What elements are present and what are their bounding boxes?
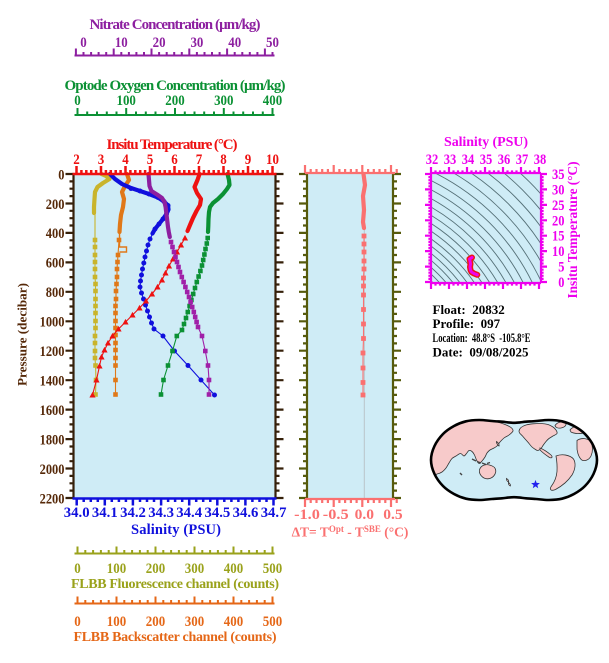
svg-text:0: 0 <box>74 614 81 630</box>
svg-text:5: 5 <box>147 152 154 168</box>
svg-text:2000: 2000 <box>40 462 65 478</box>
svg-text:-0.5: -0.5 <box>323 507 349 523</box>
svg-text:0: 0 <box>74 93 81 109</box>
svg-text:10: 10 <box>266 152 279 168</box>
svg-text:34.0: 34.0 <box>64 505 90 521</box>
svg-text:800: 800 <box>46 285 65 301</box>
svg-text:8: 8 <box>220 152 227 168</box>
svg-text:34.5: 34.5 <box>205 505 231 521</box>
svg-text:Float: 20832: Float: 20832 <box>433 302 505 317</box>
svg-text:Insitu Temperature (°C): Insitu Temperature (°C) <box>107 137 238 153</box>
svg-text:7: 7 <box>196 152 203 168</box>
svg-text:Optode Oxygen Concentration (μ: Optode Oxygen Concentration (μm/kg) <box>65 78 286 94</box>
svg-text:10: 10 <box>115 35 128 51</box>
svg-text:34.7: 34.7 <box>261 505 287 521</box>
svg-text:FLBB Fluorescence channel (cou: FLBB Fluorescence channel (counts) <box>71 577 279 592</box>
svg-text:20: 20 <box>552 213 565 229</box>
svg-text:100: 100 <box>107 561 126 577</box>
svg-text:2200: 2200 <box>40 491 65 507</box>
svg-text:34: 34 <box>462 152 475 168</box>
svg-text:-1.0: -1.0 <box>294 507 320 523</box>
svg-text:37: 37 <box>516 152 529 168</box>
svg-text:30: 30 <box>190 35 203 51</box>
svg-text:25: 25 <box>552 198 565 214</box>
svg-text:32: 32 <box>426 152 439 168</box>
svg-text:Insitu Temperature (°C): Insitu Temperature (°C) <box>565 162 580 299</box>
svg-text:FLBB Backscatter channel (coun: FLBB Backscatter channel (counts) <box>74 630 277 645</box>
svg-text:6: 6 <box>171 152 178 168</box>
svg-text:2: 2 <box>73 152 80 168</box>
svg-text:200: 200 <box>146 614 165 630</box>
svg-text:1000: 1000 <box>40 315 65 331</box>
svg-text:3: 3 <box>98 152 105 168</box>
svg-text:30: 30 <box>552 182 565 198</box>
svg-text:100: 100 <box>117 93 136 109</box>
svg-text:35: 35 <box>552 167 565 183</box>
svg-text:Date: 09/08/2025: Date: 09/08/2025 <box>433 345 530 360</box>
svg-text:9: 9 <box>245 152 252 168</box>
svg-text:200: 200 <box>165 93 184 109</box>
svg-text:Pressure (decibar): Pressure (decibar) <box>15 283 30 386</box>
svg-text:33: 33 <box>444 152 457 168</box>
svg-text:300: 300 <box>185 614 204 630</box>
svg-text:Profile: 097: Profile: 097 <box>433 316 501 331</box>
svg-text:1200: 1200 <box>40 344 65 360</box>
svg-text:34.6: 34.6 <box>233 505 259 521</box>
svg-text:Salinity (PSU): Salinity (PSU) <box>444 135 528 150</box>
svg-text:Nitrate Concentration (μm/kg): Nitrate Concentration (μm/kg) <box>90 17 261 33</box>
svg-text:0.0: 0.0 <box>355 507 374 523</box>
svg-text:20: 20 <box>153 35 166 51</box>
svg-text:1800: 1800 <box>40 432 65 448</box>
svg-text:0: 0 <box>74 561 81 577</box>
svg-text:ΔT= TOpt - TSBE (°C): ΔT= TOpt - TSBE (°C) <box>292 524 409 540</box>
svg-text:0: 0 <box>558 275 564 291</box>
svg-text:5: 5 <box>558 260 564 276</box>
svg-text:400: 400 <box>46 226 65 242</box>
svg-text:400: 400 <box>224 614 243 630</box>
svg-text:15: 15 <box>552 229 565 245</box>
svg-text:40: 40 <box>228 35 241 51</box>
svg-text:34.1: 34.1 <box>92 505 118 521</box>
svg-text:10: 10 <box>552 244 565 260</box>
svg-text:34.3: 34.3 <box>148 505 174 521</box>
svg-text:1600: 1600 <box>40 403 65 419</box>
svg-text:34.2: 34.2 <box>120 505 146 521</box>
svg-text:35: 35 <box>480 152 493 168</box>
svg-text:38: 38 <box>534 152 547 168</box>
svg-text:200: 200 <box>146 561 165 577</box>
svg-text:400: 400 <box>263 93 282 109</box>
svg-text:36: 36 <box>498 152 511 168</box>
svg-text:0: 0 <box>58 167 64 183</box>
svg-text:200: 200 <box>46 197 65 213</box>
svg-text:500: 500 <box>263 561 282 577</box>
svg-text:50: 50 <box>266 35 279 51</box>
svg-text:4: 4 <box>122 152 129 168</box>
svg-text:600: 600 <box>46 256 65 272</box>
svg-text:400: 400 <box>224 561 243 577</box>
svg-text:0.5: 0.5 <box>383 507 402 523</box>
svg-text:Salinity (PSU): Salinity (PSU) <box>131 522 221 538</box>
svg-text:100: 100 <box>107 614 126 630</box>
svg-text:300: 300 <box>185 561 204 577</box>
svg-text:Location: 48.8°S -105.8°E: Location: 48.8°S -105.8°E <box>433 330 531 345</box>
svg-text:1400: 1400 <box>40 374 65 390</box>
svg-text:0: 0 <box>80 35 87 51</box>
svg-text:500: 500 <box>263 614 282 630</box>
svg-text:34.4: 34.4 <box>176 505 202 521</box>
svg-text:300: 300 <box>214 93 233 109</box>
